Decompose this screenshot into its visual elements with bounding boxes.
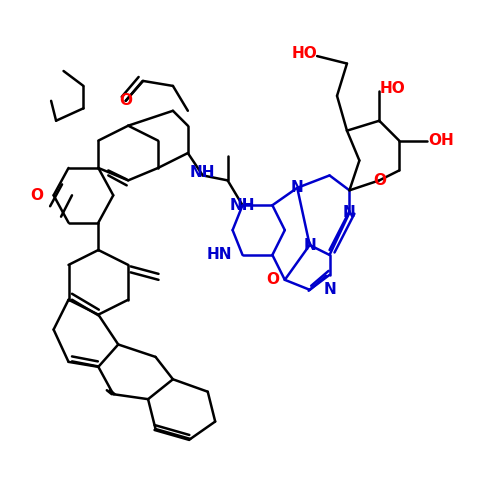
Text: O: O bbox=[119, 94, 132, 108]
Text: NH: NH bbox=[190, 166, 216, 180]
Text: N: N bbox=[323, 282, 336, 298]
Text: HO: HO bbox=[380, 81, 405, 96]
Text: N: N bbox=[304, 238, 316, 252]
Text: HN: HN bbox=[207, 248, 233, 262]
Text: O: O bbox=[373, 173, 386, 188]
Text: O: O bbox=[30, 188, 44, 203]
Text: HO: HO bbox=[292, 46, 317, 61]
Text: N: N bbox=[343, 205, 356, 220]
Text: OH: OH bbox=[428, 133, 454, 148]
Text: N: N bbox=[291, 180, 304, 196]
Text: NH: NH bbox=[230, 198, 256, 213]
Text: O: O bbox=[266, 272, 279, 287]
